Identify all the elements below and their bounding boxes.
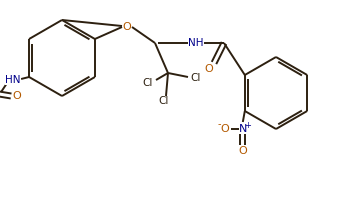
Text: O: O — [123, 22, 131, 32]
Text: -: - — [217, 119, 221, 129]
Text: O: O — [13, 91, 21, 101]
Text: N: N — [239, 124, 247, 134]
Text: O: O — [220, 124, 229, 134]
Text: Cl: Cl — [159, 96, 169, 106]
Text: NH: NH — [188, 38, 204, 48]
Text: O: O — [238, 146, 247, 156]
Text: Cl: Cl — [191, 73, 201, 83]
Text: O: O — [205, 64, 214, 74]
Text: HN: HN — [5, 75, 21, 85]
Text: Cl: Cl — [143, 78, 153, 88]
Text: +: + — [244, 120, 251, 130]
